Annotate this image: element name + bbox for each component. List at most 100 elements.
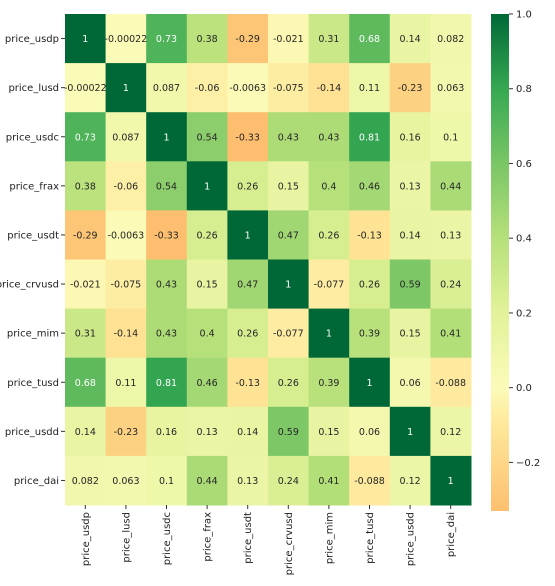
cell-value-label: 0.46 (197, 378, 218, 389)
cell-value-label: -0.088 (354, 476, 385, 487)
cell-value-label: 0.26 (318, 230, 339, 241)
heatmap-cell (349, 455, 391, 506)
heatmap-cell (65, 308, 107, 359)
heatmap-cell (146, 308, 188, 359)
x-tick-label: price_tusd (365, 512, 376, 564)
cell-value-label: 0.26 (237, 329, 258, 340)
cell-value-label: 0.16 (400, 132, 421, 143)
cell-value-label: 1 (245, 230, 251, 241)
cell-value-label: 0.082 (437, 34, 464, 45)
cell-value-label: 1 (366, 378, 372, 389)
heatmap-cell (268, 112, 310, 162)
heatmap-cell (105, 161, 147, 211)
cell-value-label: 0.14 (237, 427, 258, 438)
cell-value-label: 0.47 (237, 280, 258, 291)
heatmap-cell (389, 455, 431, 506)
cell-value-label: -0.23 (398, 83, 423, 94)
heatmap-cell (308, 406, 350, 457)
cell-value-label: 0.14 (400, 230, 421, 241)
cell-value-label: 0.1 (159, 476, 174, 487)
cell-value-label: 0.26 (359, 280, 380, 291)
heatmap-cell (268, 14, 310, 64)
cell-value-label: -0.14 (114, 329, 139, 340)
heatmap-cell (389, 14, 431, 64)
cell-value-label: 0.12 (440, 427, 461, 438)
heatmap-cell (186, 259, 228, 310)
heatmap-cell (308, 357, 350, 408)
heatmap-cell (146, 14, 188, 64)
x-tick-label: price_crvusd (284, 512, 295, 575)
heatmap-cell (308, 14, 350, 64)
heatmap-cell (430, 210, 472, 260)
heatmap-cell (430, 161, 472, 211)
heatmap-cell (349, 357, 391, 408)
colorbar: 1.0 0.8 0.6 0.4 0.2 0.0 −0.2 (491, 10, 540, 511)
heatmap-cells (65, 14, 472, 506)
heatmap-cell (349, 259, 391, 310)
heatmap-cell (268, 406, 310, 457)
heatmap-cell (308, 308, 350, 359)
cell-value-label: 1 (123, 83, 129, 94)
cell-value-label: 0.31 (75, 329, 96, 340)
cell-value-label: 0.43 (318, 132, 339, 143)
cell-value-label: 0.54 (197, 132, 218, 143)
cell-value-label: -0.075 (111, 280, 142, 291)
cell-value-label: 0.39 (359, 329, 380, 340)
cell-value-label: 0.31 (318, 34, 339, 45)
cell-value-label: -0.00022 (64, 83, 107, 94)
cell-value-label: -0.13 (357, 230, 382, 241)
cell-value-label: 0.082 (72, 476, 99, 487)
y-tick-label: price_usdt (7, 230, 59, 241)
cell-value-label: 0.26 (237, 181, 258, 192)
heatmap-cell (146, 63, 188, 113)
heatmap-cell (430, 455, 472, 506)
colorbar-tick-label: 0.8 (516, 84, 532, 95)
heatmap-cell (349, 14, 391, 64)
y-tick-label: price_lusd (8, 83, 59, 94)
cell-value-label: -0.06 (114, 181, 139, 192)
colorbar-tick-label: −0.2 (516, 458, 540, 469)
heatmap-cell (65, 259, 107, 310)
cell-value-label: 0.43 (156, 329, 177, 340)
cell-value-label: -0.33 (154, 230, 179, 241)
cell-value-label: -0.33 (235, 132, 260, 143)
heatmap-cell (389, 308, 431, 359)
cell-value-label: 0.73 (156, 34, 177, 45)
y-tick-label: price_usdp (5, 34, 59, 45)
cell-value-label: 0.43 (156, 280, 177, 291)
y-tick-label: price_usdc (6, 132, 59, 143)
cell-value-label: -0.077 (273, 329, 304, 340)
heatmap-cell (105, 406, 147, 457)
heatmap-cell (146, 210, 188, 260)
cell-value-label: 0.1 (443, 132, 458, 143)
cell-value-label: 0.14 (400, 34, 421, 45)
cell-value-labels: 1 -0.00022 0.73 0.38 -0.29 -0.021 0.31 0.68 0.14… (64, 34, 466, 487)
heatmap-cell (430, 308, 472, 359)
heatmap-cell (186, 406, 228, 457)
cell-value-label: 0.15 (400, 329, 421, 340)
heatmap-cell (268, 161, 310, 211)
heatmap-cell (65, 161, 107, 211)
cell-value-label: 0.16 (156, 427, 177, 438)
heatmap-cell (349, 210, 391, 260)
cell-value-label: 0.59 (278, 427, 299, 438)
cell-value-label: -0.00022 (105, 34, 148, 45)
heatmap-cell (186, 455, 228, 506)
heatmap-cell (65, 455, 107, 506)
cell-value-label: 0.15 (278, 181, 299, 192)
heatmap-cell (349, 308, 391, 359)
heatmap-cell (349, 161, 391, 211)
heatmap-cell (227, 455, 269, 506)
cell-value-label: 0.11 (115, 378, 136, 389)
heatmap-cell (268, 210, 310, 260)
colorbar-tick-label: 0.2 (516, 308, 532, 319)
cell-value-label: -0.088 (435, 378, 466, 389)
cell-value-label: 1 (285, 280, 291, 291)
y-axis-tick-labels: price_usdp price_lusd price_usdc price_frax… (0, 34, 65, 487)
heatmap-cell (105, 357, 147, 408)
cell-value-label: 0.4 (321, 181, 336, 192)
cell-value-label: 0.81 (156, 378, 177, 389)
cell-value-label: 1 (407, 427, 413, 438)
heatmap-cell (186, 112, 228, 162)
cell-value-label: 0.13 (400, 181, 421, 192)
